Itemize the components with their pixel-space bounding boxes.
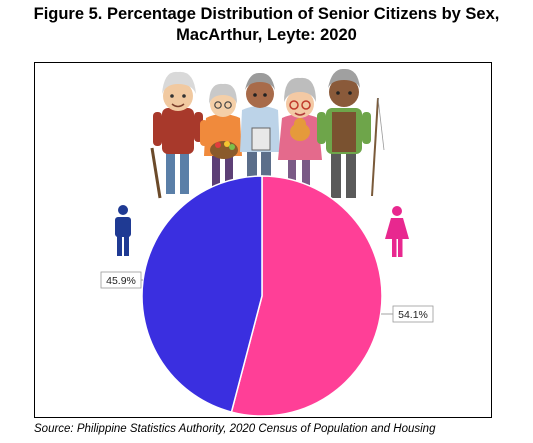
senior-citizens-group-illustration bbox=[150, 68, 385, 199]
pie-data-labels: 45.9% 54.1% bbox=[100, 271, 434, 323]
data-label-box-female bbox=[392, 305, 434, 323]
data-label-box-male bbox=[100, 271, 142, 289]
senior-woman-with-basket-figure bbox=[200, 83, 242, 188]
female-person-icon bbox=[385, 206, 409, 257]
male-person-icon bbox=[115, 205, 131, 256]
senior-woman-with-cat-figure bbox=[278, 77, 322, 188]
data-label-female: 54.1% bbox=[398, 309, 428, 321]
senior-man-with-cane-figure bbox=[150, 71, 203, 199]
pie-slices bbox=[141, 175, 383, 417]
chart-title-line-1: Figure 5. Percentage Distribution of Sen… bbox=[33, 5, 500, 23]
chart-title: Figure 5. Percentage Distribution of Sen… bbox=[0, 4, 533, 46]
pie-slice-female bbox=[230, 175, 383, 417]
pie-slice-male bbox=[141, 175, 263, 413]
source-note: Source: Philippine Statistics Authority,… bbox=[34, 423, 436, 435]
senior-man-with-tablet-figure bbox=[240, 72, 280, 188]
senior-man-with-fishing-rod-figure bbox=[317, 68, 385, 198]
data-label-male: 45.9% bbox=[106, 275, 136, 287]
chart-title-line-2: MacArthur, Leyte: 2020 bbox=[176, 26, 357, 44]
